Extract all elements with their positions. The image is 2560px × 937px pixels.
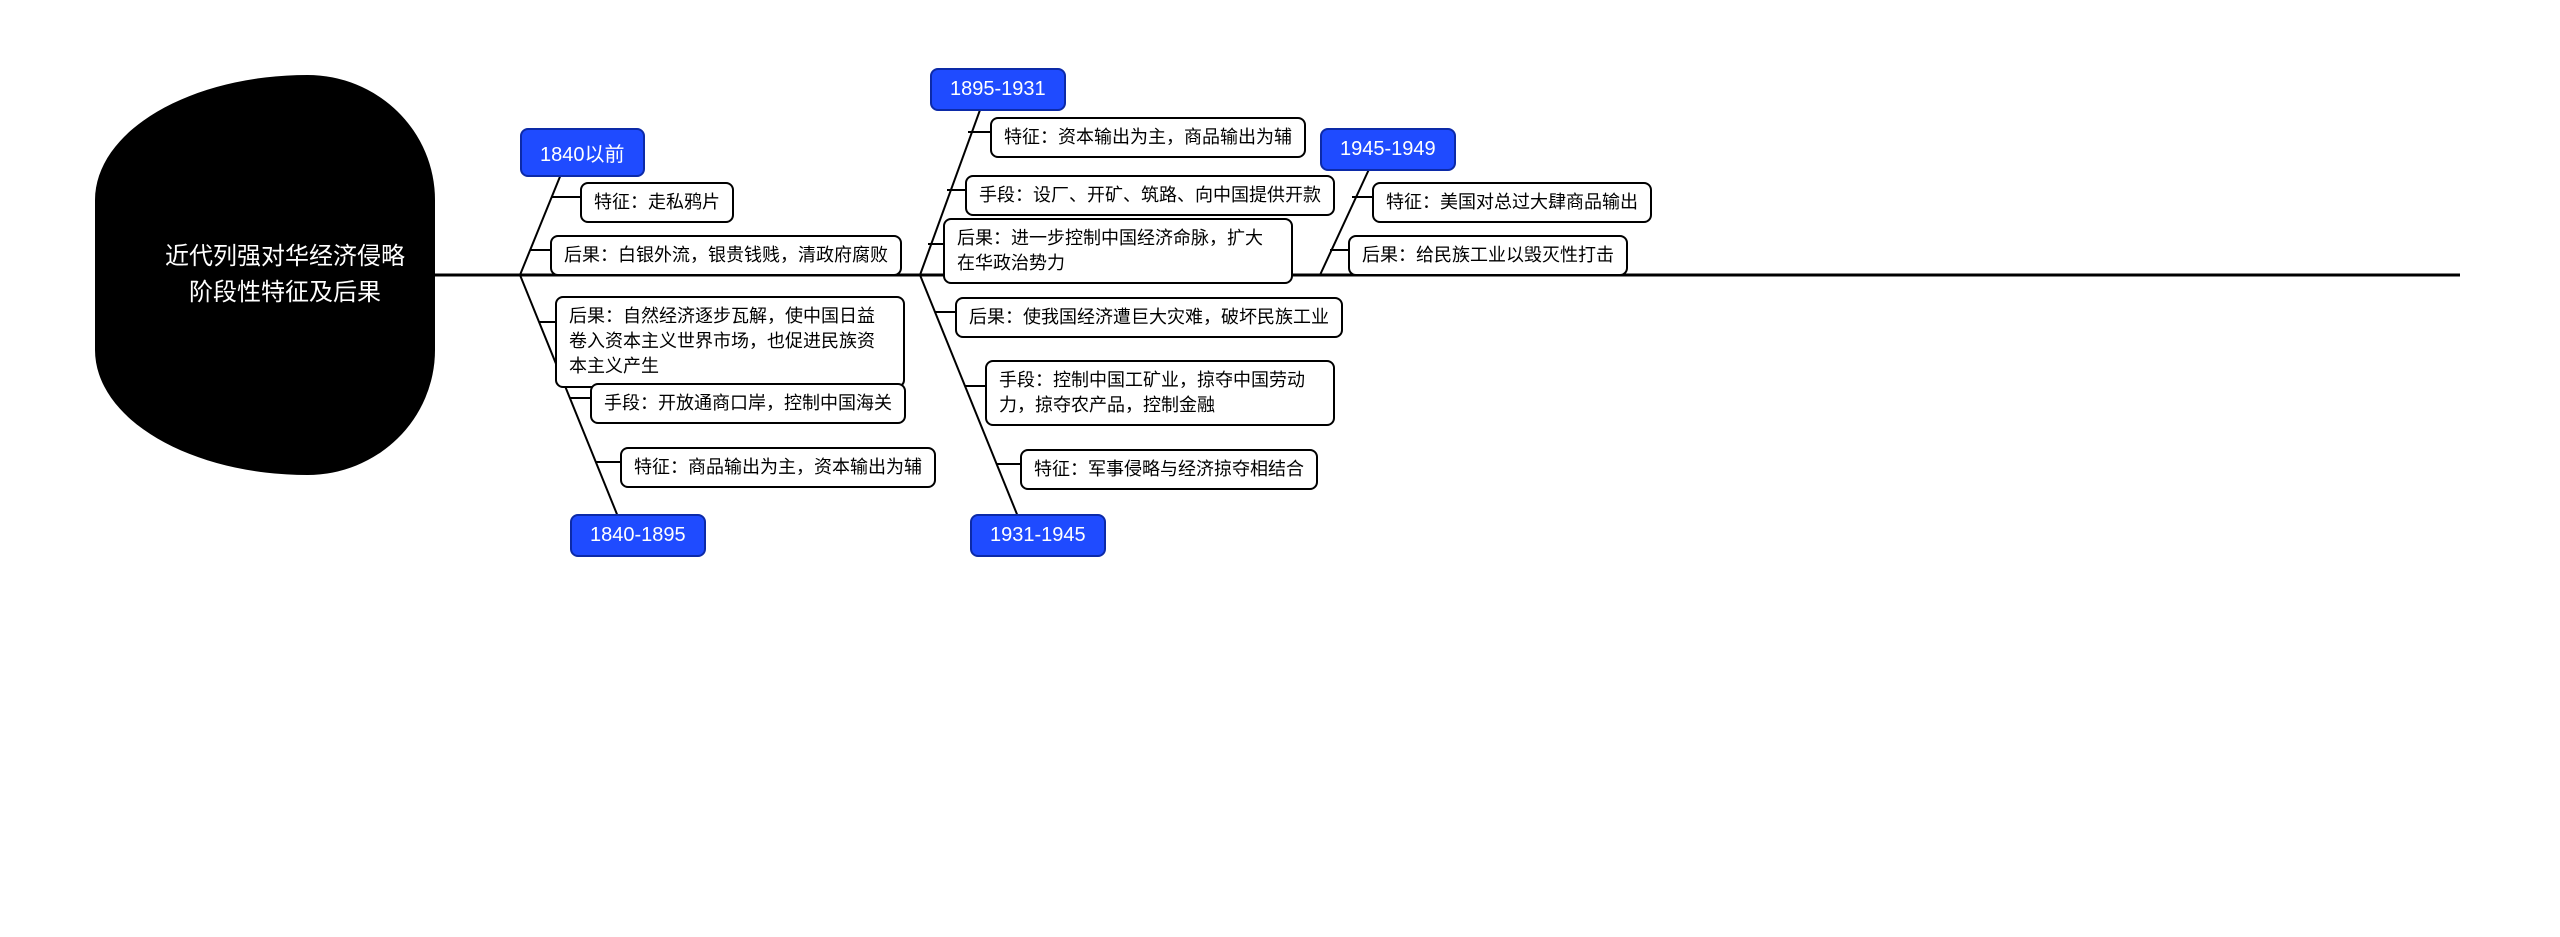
node-p2-feature: 特征：商品输出为主，资本输出为辅 [620, 447, 936, 488]
node-p3-result: 后果：进一步控制中国经济命脉，扩大在华政治势力 [943, 218, 1293, 284]
node-p2-means: 手段：开放通商口岸，控制中国海关 [590, 383, 906, 424]
fish-head: 近代列强对华经济侵略阶段性特征及后果 [95, 75, 435, 475]
period-1840-1895: 1840-1895 [570, 514, 706, 557]
node-p5-result: 后果：给民族工业以毁灭性打击 [1348, 235, 1628, 276]
node-p4-result: 后果：使我国经济遭巨大灾难，破坏民族工业 [955, 297, 1343, 338]
node-p1-feature: 特征：走私鸦片 [580, 182, 734, 223]
period-1945-1949: 1945-1949 [1320, 128, 1456, 171]
node-p3-means: 手段：设厂、开矿、筑路、向中国提供开款 [965, 175, 1335, 216]
node-p3-feature: 特征：资本输出为主，商品输出为辅 [990, 117, 1306, 158]
period-1895-1931: 1895-1931 [930, 68, 1066, 111]
fishbone-canvas: 近代列强对华经济侵略阶段性特征及后果 1840以前 1840-1895 1895… [0, 0, 2560, 937]
node-p1-result: 后果：白银外流，银贵钱贱，清政府腐败 [550, 235, 902, 276]
node-p4-feature: 特征：军事侵略与经济掠夺相结合 [1020, 449, 1318, 490]
period-1931-1945: 1931-1945 [970, 514, 1106, 557]
period-1840-before: 1840以前 [520, 128, 645, 177]
node-p2-result: 后果：自然经济逐步瓦解，使中国日益卷入资本主义世界市场，也促进民族资本主义产生 [555, 296, 905, 388]
node-p5-feature: 特征：美国对总过大肆商品输出 [1372, 182, 1652, 223]
node-p4-means: 手段：控制中国工矿业，掠夺中国劳动力，掠夺农产品，控制金融 [985, 360, 1335, 426]
diagram-title: 近代列强对华经济侵略阶段性特征及后果 [155, 239, 415, 311]
